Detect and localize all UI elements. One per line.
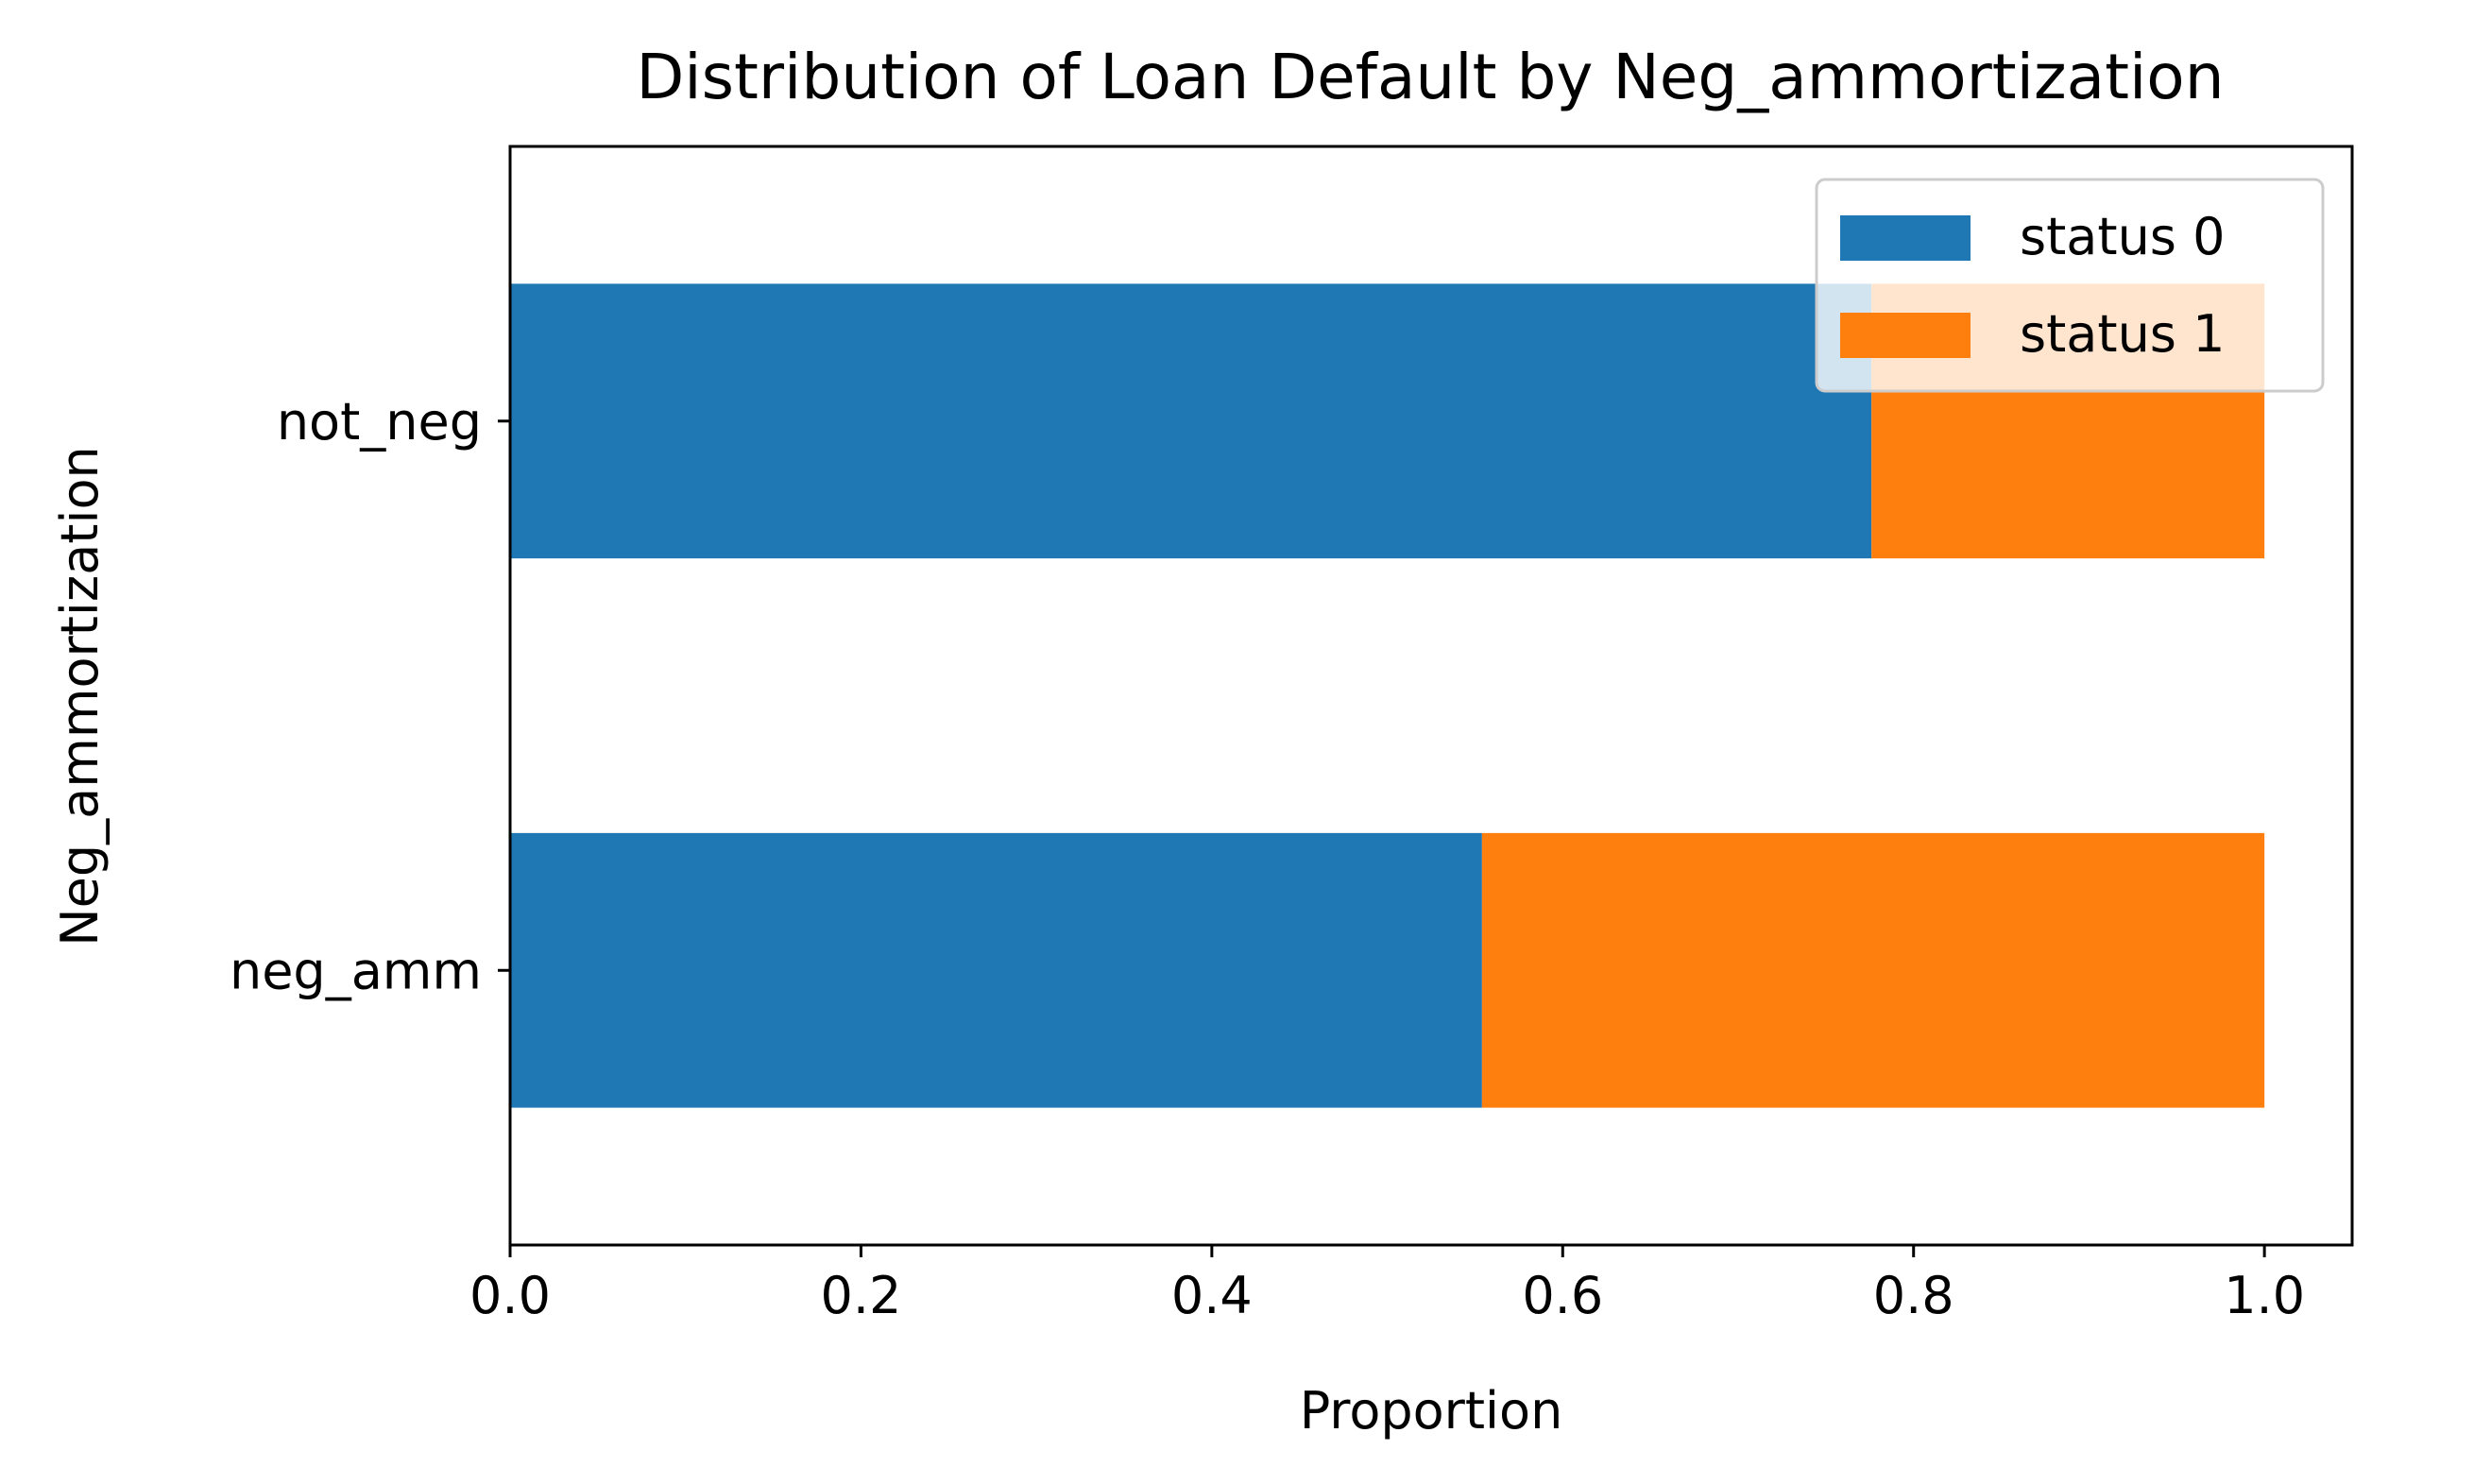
y-tick-label: neg_amm: [230, 941, 482, 1000]
legend-swatch-status-1: [1840, 313, 1971, 358]
y-axis-label: Neg_ammortization: [50, 446, 110, 946]
legend: status 0 status 1: [1815, 178, 2325, 393]
bars-layer: [510, 283, 2265, 1108]
y-axis: neg_amm not_neg: [230, 392, 510, 1000]
x-axis: 0.0 0.2 0.4 0.6 0.8 1.0: [469, 1245, 2305, 1325]
x-tick-label: 1.0: [2224, 1266, 2305, 1325]
x-tick-label: 0.4: [1171, 1266, 1253, 1325]
chart-title: Distribution of Loan Default by Neg_ammo…: [636, 41, 2224, 113]
y-tick-label: not_neg: [277, 392, 482, 452]
x-tick-label: 0.2: [820, 1266, 901, 1325]
bar-neg_amm-status-0: [510, 832, 1482, 1108]
bar-neg_amm-status-1: [1481, 832, 2265, 1108]
x-tick-label: 0.6: [1522, 1266, 1603, 1325]
x-tick-label: 0.8: [1873, 1266, 1954, 1325]
x-axis-label: Proportion: [1300, 1381, 1563, 1441]
legend-entries: status 0 status 1: [1840, 207, 2225, 364]
x-tick-label: 0.0: [469, 1266, 551, 1325]
legend-label-status-0: status 0: [2020, 207, 2225, 266]
plot-frame: [508, 145, 2354, 1247]
legend-label-status-1: status 1: [2020, 304, 2225, 364]
legend-swatch-status-0: [1840, 215, 1971, 261]
bar-not_neg-status-0: [510, 283, 1872, 559]
